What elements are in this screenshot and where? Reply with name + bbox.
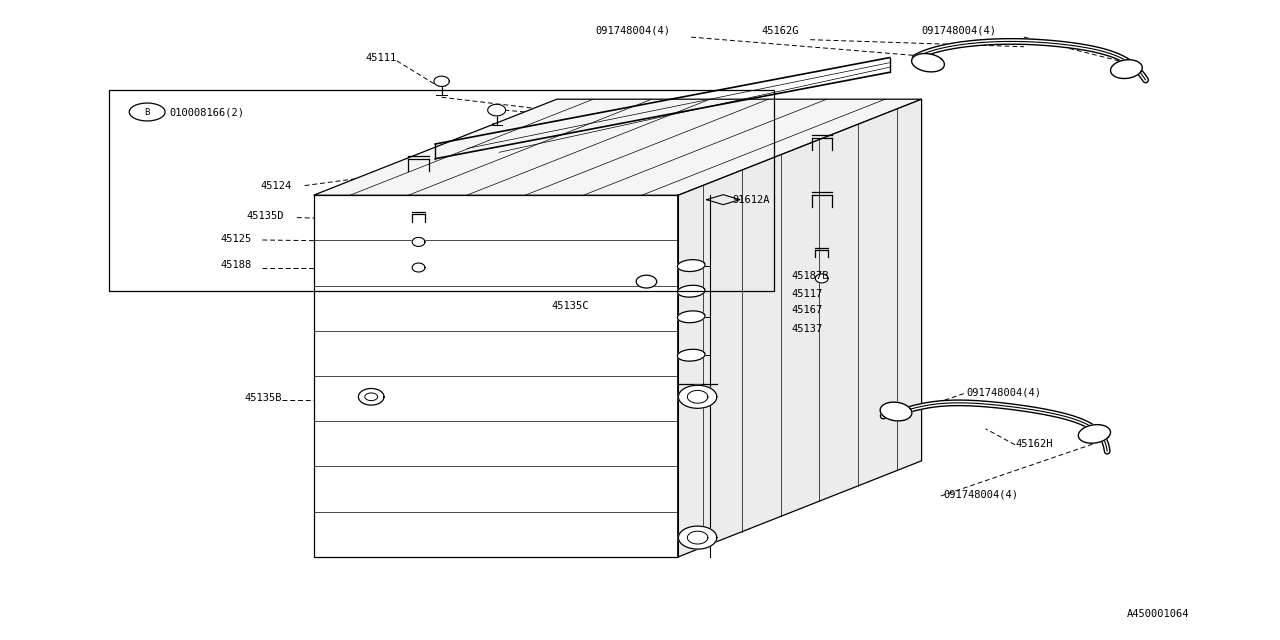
Polygon shape	[412, 263, 425, 272]
Polygon shape	[687, 390, 708, 403]
Text: 45135C: 45135C	[552, 301, 589, 311]
Polygon shape	[678, 526, 717, 549]
Polygon shape	[434, 76, 449, 86]
Polygon shape	[677, 260, 705, 271]
Polygon shape	[678, 385, 717, 408]
Polygon shape	[911, 54, 945, 72]
Text: 91612A: 91612A	[732, 195, 769, 205]
Text: 091748004(4): 091748004(4)	[966, 387, 1042, 397]
Text: A450001064: A450001064	[1126, 609, 1189, 620]
Polygon shape	[636, 275, 657, 288]
Polygon shape	[815, 274, 828, 283]
Polygon shape	[881, 402, 911, 421]
Text: 45124: 45124	[261, 180, 292, 191]
Text: 45187B: 45187B	[791, 271, 828, 282]
Text: 45188: 45188	[221, 260, 252, 270]
Text: 45137: 45137	[791, 324, 822, 334]
Polygon shape	[677, 311, 705, 323]
Text: 091748004(4): 091748004(4)	[943, 490, 1019, 500]
Polygon shape	[314, 195, 678, 557]
Text: B: B	[145, 108, 150, 116]
Bar	[109, 90, 774, 291]
Text: 010008166(2): 010008166(2)	[169, 107, 244, 117]
Polygon shape	[677, 285, 705, 297]
Polygon shape	[488, 104, 506, 116]
Text: 091748004(4): 091748004(4)	[595, 26, 671, 36]
Text: 45162H: 45162H	[1015, 438, 1052, 449]
Polygon shape	[1111, 60, 1142, 79]
Polygon shape	[687, 531, 708, 544]
Polygon shape	[358, 388, 384, 405]
Text: 45111: 45111	[366, 52, 397, 63]
Polygon shape	[1078, 424, 1111, 443]
Text: 45162G: 45162G	[762, 26, 799, 36]
Polygon shape	[677, 349, 705, 361]
Polygon shape	[314, 99, 922, 195]
Polygon shape	[678, 99, 922, 557]
Text: 091748004(4): 091748004(4)	[922, 26, 997, 36]
Text: 45135B: 45135B	[244, 393, 282, 403]
Text: 45125: 45125	[221, 234, 252, 244]
Text: 45117: 45117	[791, 289, 822, 299]
Polygon shape	[412, 237, 425, 246]
Polygon shape	[365, 393, 378, 401]
Text: 45135D: 45135D	[247, 211, 284, 221]
Text: 45167: 45167	[791, 305, 822, 316]
